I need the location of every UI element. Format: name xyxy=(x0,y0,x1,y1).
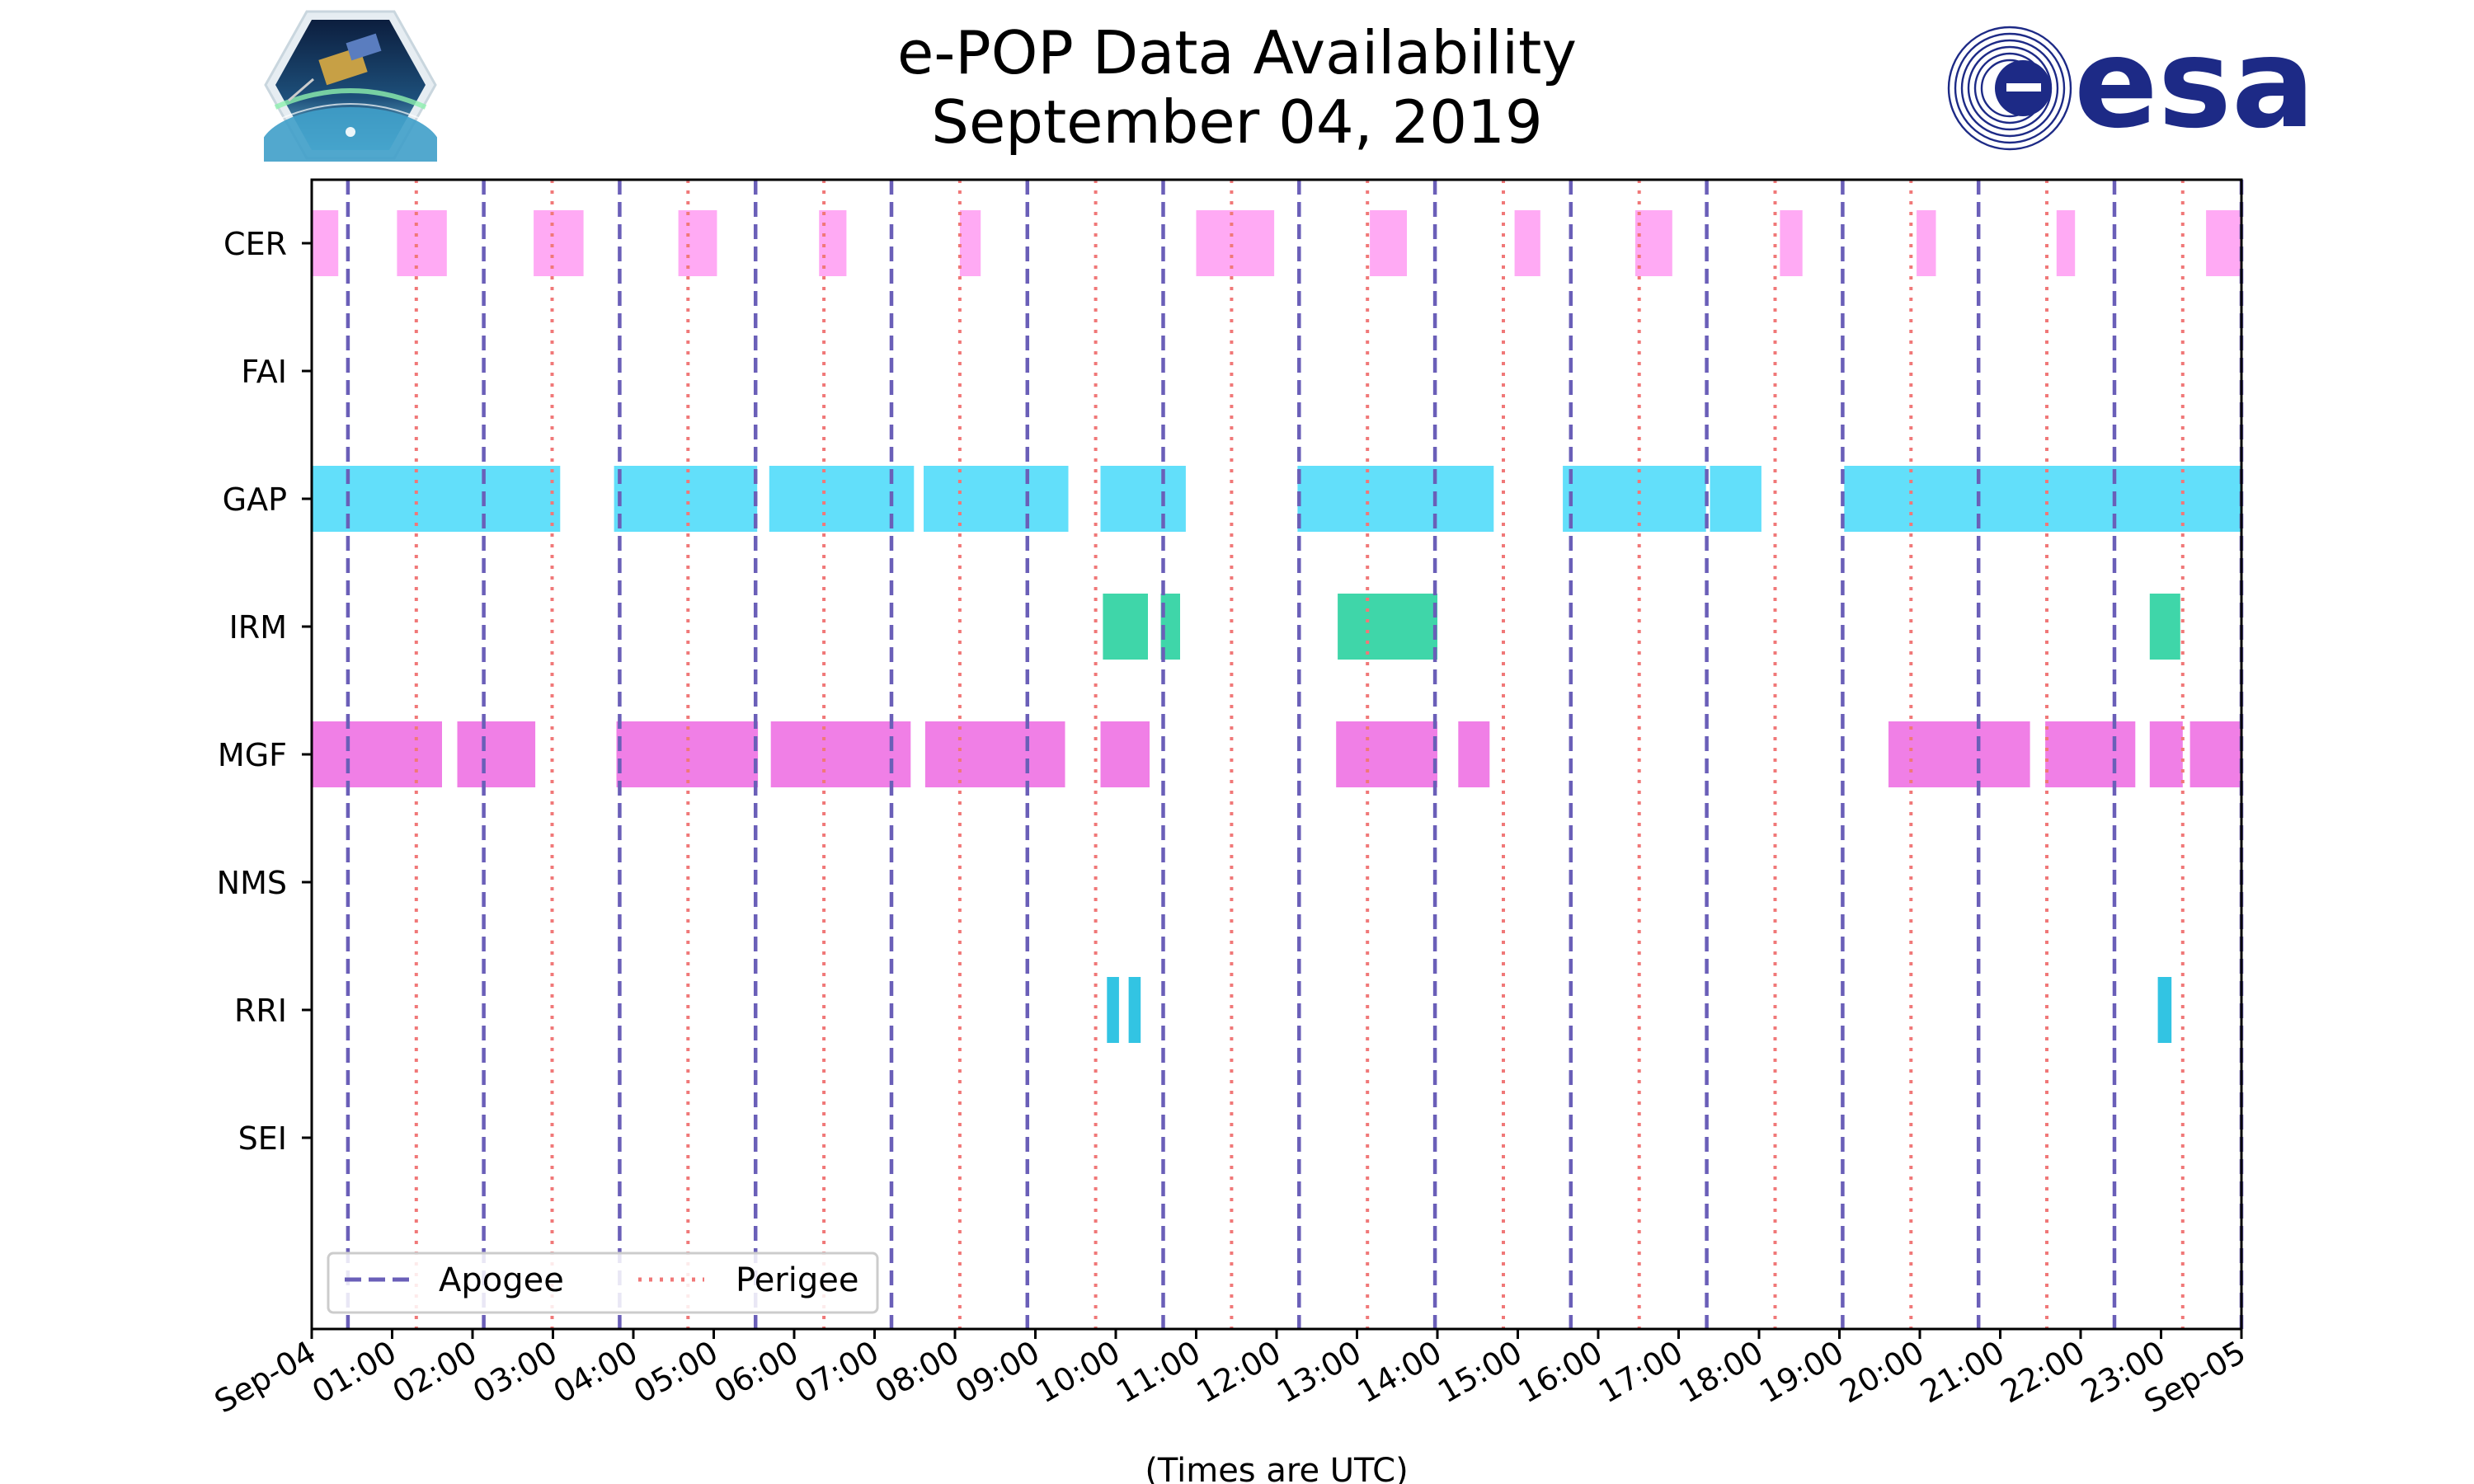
x-tick-label: 11:00 xyxy=(1110,1334,1206,1411)
bar-cer xyxy=(959,210,981,276)
bar-cer xyxy=(1514,210,1540,276)
x-tick-label: 04:00 xyxy=(548,1334,644,1411)
x-tick-label: 06:00 xyxy=(708,1334,805,1411)
legend-box xyxy=(327,1252,879,1314)
bar-irm xyxy=(1103,594,1148,660)
chart-title-block: e-POP Data Availability September 04, 20… xyxy=(0,18,2474,157)
bar-cer xyxy=(1196,210,1275,276)
x-tick-label: 02:00 xyxy=(387,1334,483,1411)
cassiope-logo-icon xyxy=(264,10,437,162)
y-tick-label: MGF xyxy=(218,737,287,773)
bar-gap xyxy=(312,466,561,532)
bar-mgf xyxy=(1336,721,1437,787)
bar-mgf xyxy=(1458,721,1490,787)
y-tick-label: FAI xyxy=(241,354,287,390)
svg-text:esa: esa xyxy=(2074,21,2309,156)
bar-cer xyxy=(312,210,339,276)
x-tick-label: 22:00 xyxy=(1995,1334,2091,1411)
legend-perigee-label: Perigee xyxy=(736,1261,858,1299)
bar-rri xyxy=(2157,977,2172,1043)
x-tick-label: 08:00 xyxy=(869,1334,966,1411)
bar-mgf xyxy=(2045,721,2136,787)
x-tick-label: 10:00 xyxy=(1030,1334,1126,1411)
y-tick-label: CER xyxy=(223,226,287,262)
x-tick-label: 03:00 xyxy=(467,1334,563,1411)
bar-gap xyxy=(1710,466,1761,532)
bars-layer xyxy=(312,210,2241,1043)
bar-gap xyxy=(1563,466,1706,532)
bar-mgf xyxy=(1100,721,1150,787)
bar-mgf xyxy=(312,721,442,787)
bar-gap xyxy=(1100,466,1186,532)
legend-apogee-label: Apogee xyxy=(439,1261,564,1299)
bar-mgf xyxy=(924,721,1065,787)
bar-mgf xyxy=(2189,721,2241,787)
x-tick-label: 07:00 xyxy=(788,1334,885,1411)
x-tick-label: 16:00 xyxy=(1512,1334,1609,1411)
y-tick-label: NMS xyxy=(217,865,287,901)
bar-rri xyxy=(1128,977,1141,1043)
bar-cer xyxy=(534,210,584,276)
bar-cer xyxy=(2206,210,2241,276)
bar-irm xyxy=(2149,594,2180,660)
bar-irm xyxy=(1338,594,1437,660)
bar-cer xyxy=(1370,210,1407,276)
y-tick-label: RRI xyxy=(234,993,287,1029)
orbit-lines-layer xyxy=(346,180,2244,1329)
bar-cer xyxy=(678,210,717,276)
bar-rri xyxy=(1107,977,1119,1043)
bar-cer xyxy=(2056,210,2076,276)
chart-title: e-POP Data Availability xyxy=(897,18,1577,87)
bar-cer xyxy=(397,210,447,276)
bar-mgf xyxy=(1888,721,2030,787)
bar-mgf xyxy=(457,721,536,787)
x-tick-label: 13:00 xyxy=(1271,1334,1367,1411)
y-axis: CER FAI GAP IRM MGF NMS RRI SEI xyxy=(217,226,312,1157)
x-tick-label: 15:00 xyxy=(1432,1334,1528,1411)
bar-gap xyxy=(1297,466,1494,532)
x-tick-label: 17:00 xyxy=(1592,1334,1689,1411)
x-tick-label: 20:00 xyxy=(1834,1334,1931,1411)
y-tick-label: SEI xyxy=(238,1120,287,1157)
x-tick-label: 09:00 xyxy=(949,1334,1046,1411)
x-tick-label: 01:00 xyxy=(306,1334,402,1411)
x-tick-label: 18:00 xyxy=(1673,1334,1770,1411)
bar-mgf xyxy=(616,721,759,787)
x-tick-label: 12:00 xyxy=(1191,1334,1287,1411)
x-tick-label: Sep-04 xyxy=(209,1334,322,1421)
bar-gap xyxy=(1844,466,2241,532)
x-axis-label: (Times are UTC) xyxy=(1145,1452,1408,1484)
y-tick-label: IRM xyxy=(229,609,287,646)
esa-logo-icon: esa xyxy=(1947,21,2309,156)
bar-mgf xyxy=(770,721,911,787)
bar-cer xyxy=(1634,210,1672,276)
x-tick-label: 21:00 xyxy=(1914,1334,2011,1411)
bar-cer xyxy=(1917,210,1936,276)
bar-gap xyxy=(614,466,758,532)
bar-cer xyxy=(1780,210,1803,276)
bar-irm xyxy=(1160,594,1180,660)
x-tick-label: 14:00 xyxy=(1352,1334,1448,1411)
legend: Apogee Perigee xyxy=(327,1252,879,1314)
bar-cer xyxy=(819,210,847,276)
bar-gap xyxy=(924,466,1069,532)
bar-mgf xyxy=(2149,721,2183,787)
x-tick-label: 19:00 xyxy=(1753,1334,1850,1411)
x-tick-label: 05:00 xyxy=(628,1334,724,1411)
y-tick-label: GAP xyxy=(223,481,287,518)
chart-subtitle: September 04, 2019 xyxy=(931,87,1543,157)
x-axis: Sep-0401:0002:0003:0004:0005:0006:0007:0… xyxy=(209,1329,2252,1421)
